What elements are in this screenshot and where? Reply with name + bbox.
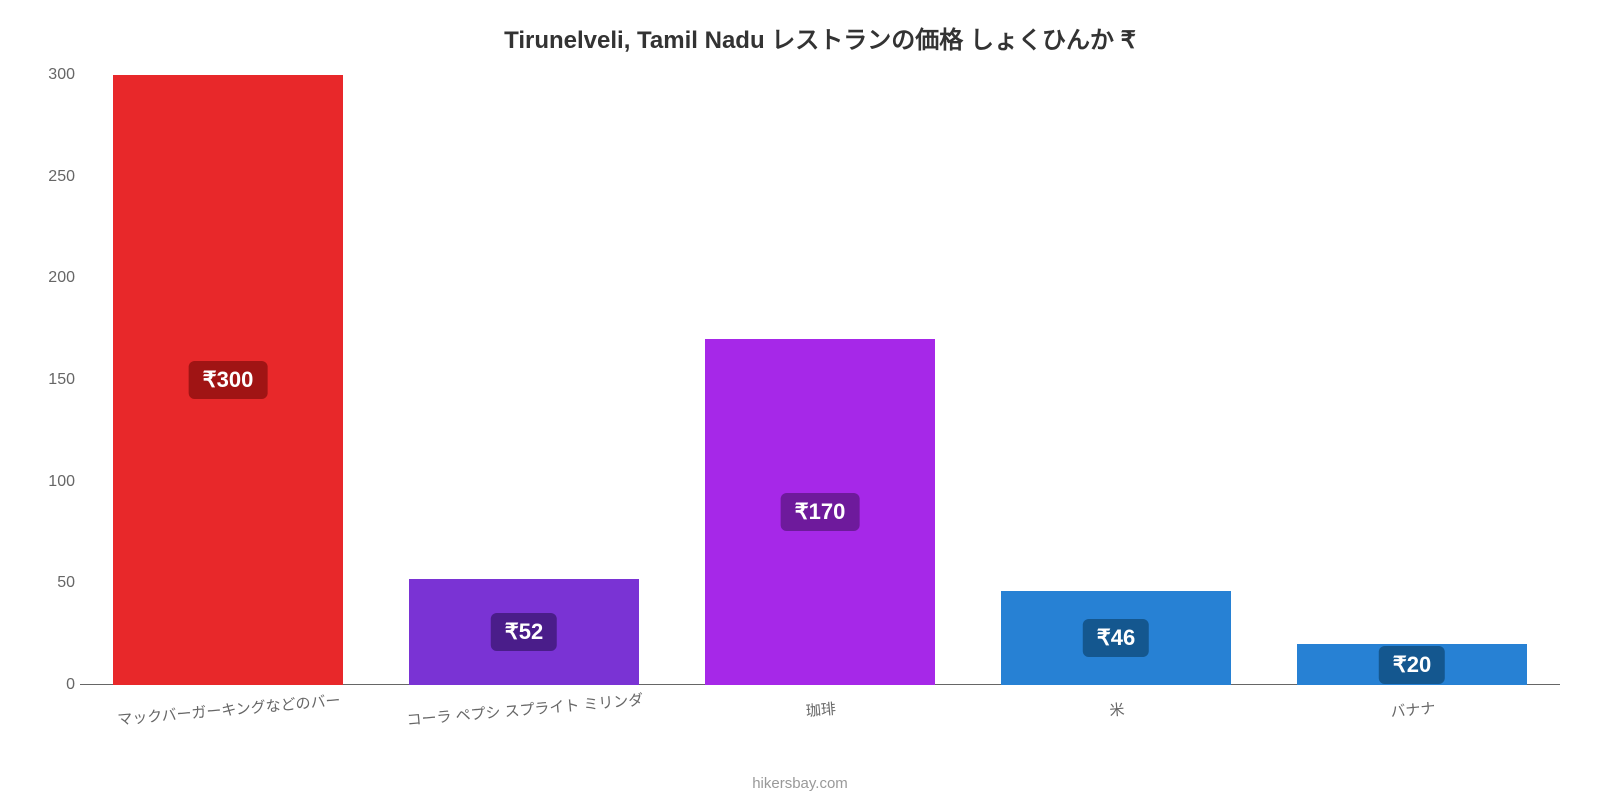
x-axis-label: バナナ [1265, 686, 1562, 733]
bar: ₹170 [705, 339, 936, 685]
bar-slot: ₹300 [80, 75, 376, 685]
y-tick: 200 [30, 269, 75, 287]
bar-value-label: ₹20 [1379, 646, 1445, 684]
bars-area: ₹300 ₹52 ₹170 ₹46 ₹20 [80, 75, 1560, 685]
y-tick: 50 [30, 574, 75, 592]
chart-container: Tirunelveli, Tamil Nadu レストランの価格 しょくひんか … [0, 0, 1600, 800]
y-tick: 250 [30, 168, 75, 186]
bar-value-label: ₹46 [1083, 619, 1149, 657]
bar-slot: ₹170 [672, 75, 968, 685]
bar-slot: ₹46 [968, 75, 1264, 685]
y-tick: 150 [30, 371, 75, 389]
chart-title: Tirunelveli, Tamil Nadu レストランの価格 しょくひんか … [80, 20, 1560, 55]
y-axis: 050100150200250300 [30, 75, 75, 685]
y-tick: 300 [30, 66, 75, 84]
bar: ₹46 [1001, 591, 1232, 685]
bar: ₹20 [1297, 644, 1528, 685]
plot-area: 050100150200250300 ₹300₹52₹170₹46₹20 マック… [80, 75, 1560, 715]
bar-slot: ₹20 [1264, 75, 1560, 685]
bar: ₹300 [113, 75, 344, 685]
bar-slot: ₹52 [376, 75, 672, 685]
x-axis-label: マックバーガーキングなどのバー [81, 686, 378, 733]
x-axis-labels: マックバーガーキングなどのバーコーラ ペプシ スプライト ミリンダ珈琲米バナナ [80, 699, 1560, 720]
bar: ₹52 [409, 579, 640, 685]
x-axis-label: コーラ ペプシ スプライト ミリンダ [377, 686, 674, 733]
y-tick: 100 [30, 473, 75, 491]
x-axis-label: 米 [969, 686, 1266, 733]
y-tick: 0 [30, 676, 75, 694]
attribution-text: hikersbay.com [752, 775, 848, 792]
bar-value-label: ₹170 [781, 493, 860, 531]
x-axis-label: 珈琲 [673, 686, 970, 733]
bar-value-label: ₹52 [491, 613, 557, 651]
bar-value-label: ₹300 [189, 361, 268, 399]
